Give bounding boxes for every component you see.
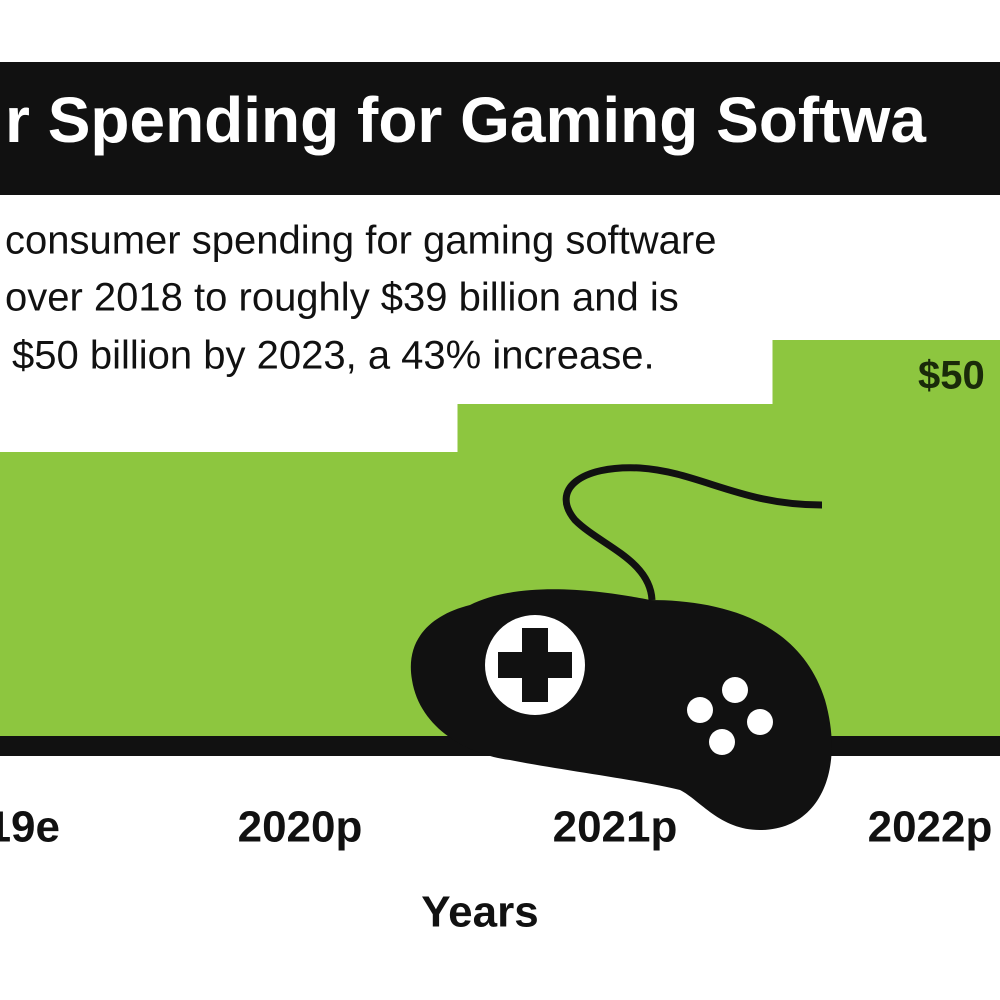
button <box>709 729 735 755</box>
x-tick-label: 19e <box>0 803 60 852</box>
button <box>747 709 773 735</box>
subtitle-line: over 2018 to roughly $39 billion and is <box>5 276 679 320</box>
x-tick-label: 2020p <box>238 803 363 852</box>
button <box>687 697 713 723</box>
x-tick-label: 2022p <box>868 803 993 852</box>
bar <box>142 452 459 740</box>
subtitle-box <box>0 195 770 385</box>
gamepad-cord <box>562 464 823 601</box>
subtitle-box <box>0 380 430 452</box>
button <box>722 677 748 703</box>
subtitle-line: consumer spending for gaming software <box>5 219 716 263</box>
x-tick-label: 2021p <box>553 803 678 852</box>
subtitle-line: $50 billion by 2023, a 43% increase. <box>12 334 655 378</box>
chart-title: r Spending for Gaming Softwa <box>5 84 926 156</box>
x-axis-label: Years <box>421 888 538 937</box>
bar <box>0 452 144 740</box>
gamepad-icon <box>410 464 832 830</box>
dpad <box>498 628 572 702</box>
value-label: $50 <box>918 354 985 398</box>
title-band <box>0 62 1000 195</box>
